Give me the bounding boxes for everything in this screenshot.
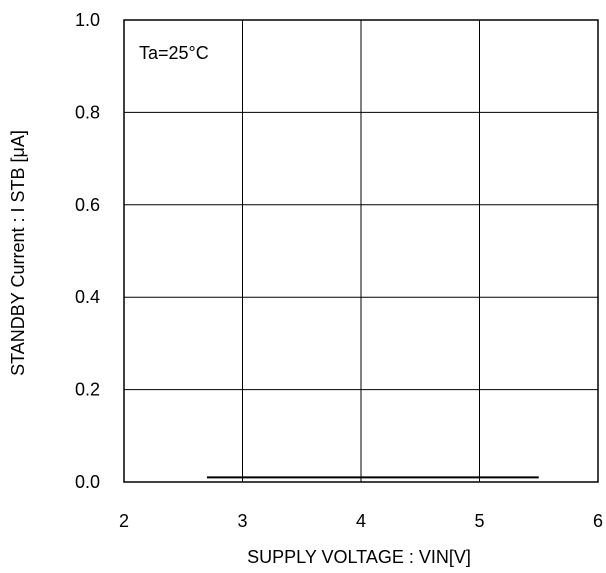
y-tick-label: 0.6 xyxy=(75,195,100,215)
grid xyxy=(124,20,598,482)
y-tick-label: 1.0 xyxy=(75,10,100,30)
x-tick-label: 4 xyxy=(356,511,366,531)
y-tick-label: 0.2 xyxy=(75,380,100,400)
x-axis-label: SUPPLY VOLTAGE : VIN[V] xyxy=(247,547,471,567)
y-axis-label: STANDBY Current : I STB [μA] xyxy=(8,130,28,376)
x-tick-label: 2 xyxy=(119,511,129,531)
y-tick-label: 0.8 xyxy=(75,102,100,122)
y-tick-label: 0.4 xyxy=(75,287,100,307)
plot-area-frame xyxy=(123,19,599,483)
x-tick-label: 3 xyxy=(237,511,247,531)
y-tick-labels: 0.0 0.2 0.4 0.6 0.8 1.0 xyxy=(75,10,100,492)
x-tick-labels: 2 3 4 5 6 xyxy=(119,511,603,531)
x-tick-label: 5 xyxy=(474,511,484,531)
temperature-annotation: Ta=25°C xyxy=(139,43,209,63)
y-tick-label: 0.0 xyxy=(75,472,100,492)
x-tick-label: 6 xyxy=(593,511,603,531)
